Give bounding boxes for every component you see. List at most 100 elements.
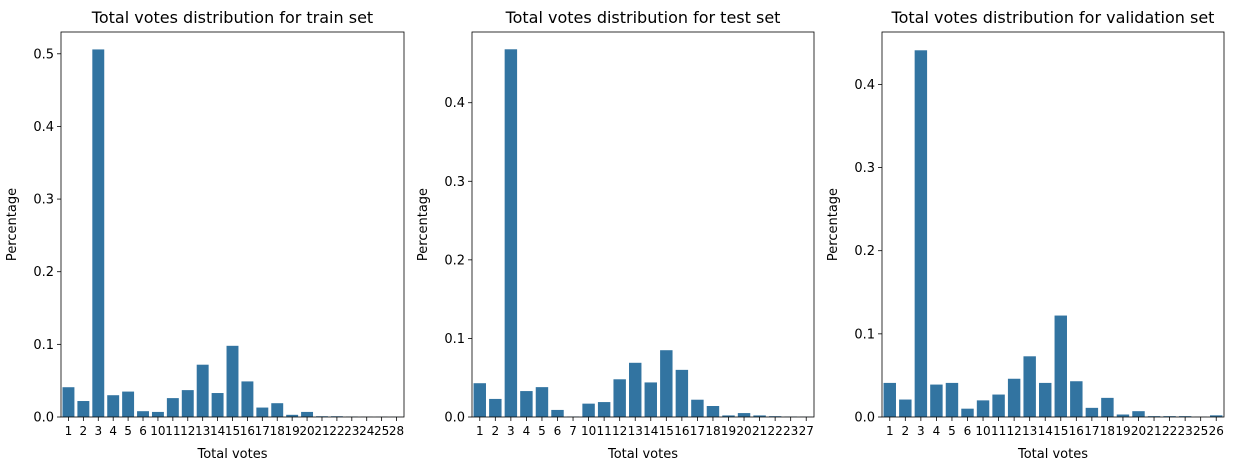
- bar-11: [166, 398, 179, 417]
- bar-10: [151, 411, 164, 417]
- x-tick-label: 17: [255, 424, 270, 438]
- x-tick-label: 15: [225, 424, 240, 438]
- chart-title: Total votes distribution for validation …: [891, 8, 1215, 27]
- x-tick-label: 5: [538, 424, 546, 438]
- bar-6: [137, 411, 149, 417]
- bar-3: [504, 49, 518, 417]
- x-tick-label: 3: [917, 424, 925, 438]
- y-tick-label: 0.0: [33, 411, 54, 426]
- y-tick-label: 0.1: [854, 327, 875, 342]
- x-tick-label: 21: [314, 424, 329, 438]
- bar-26: [1210, 415, 1223, 417]
- bar-21: [753, 415, 766, 417]
- x-tick-label: 18: [705, 424, 720, 438]
- bar-12: [613, 379, 626, 417]
- y-tick-label: 0.2: [33, 265, 54, 280]
- x-tick-label: 1: [65, 424, 73, 438]
- x-tick-label: 1: [476, 424, 484, 438]
- x-tick-label: 19: [285, 424, 300, 438]
- bar-2: [489, 398, 502, 417]
- bar-16: [1070, 381, 1083, 417]
- axes-frame: [881, 31, 1225, 418]
- bar-13: [629, 362, 642, 417]
- x-tick-label: 20: [299, 424, 314, 438]
- x-tick-label: 23: [344, 424, 359, 438]
- x-tick-label: 25: [374, 424, 389, 438]
- bar-16: [675, 369, 689, 417]
- bar-18: [706, 406, 720, 417]
- bar-5: [535, 387, 549, 417]
- bar-18: [1101, 397, 1114, 417]
- x-axis-label: Total votes: [1017, 447, 1088, 462]
- y-tick-label: 0.4: [33, 120, 54, 135]
- chart-panel-1: 0.00.10.20.30.40.51 2 3 4 5 6 10 11 12 13 14 15 16 17…: [5, 8, 405, 462]
- bar-17: [256, 407, 269, 417]
- x-tick-label: 12: [180, 424, 195, 438]
- x-tick-label: 18: [1100, 424, 1115, 438]
- bar-20: [301, 411, 314, 417]
- bar-4: [930, 384, 943, 417]
- y-tick-label: 0.1: [33, 338, 54, 353]
- bar-11: [992, 394, 1005, 417]
- bar-19: [722, 415, 735, 417]
- x-tick-label: 22: [329, 424, 344, 438]
- x-tick-label: 12: [612, 424, 627, 438]
- x-tick-label: 2: [491, 424, 499, 438]
- x-tick-label: 13: [1022, 424, 1037, 438]
- x-tick-label: 12: [1006, 424, 1021, 438]
- x-tick-label: 17: [1084, 424, 1099, 438]
- bar-20: [737, 413, 751, 417]
- y-axis-label: Percentage: [826, 188, 841, 261]
- x-tick-label: 25: [1193, 424, 1208, 438]
- bar-21: [1147, 416, 1161, 417]
- x-tick-label: 20: [736, 424, 751, 438]
- bar-1: [62, 387, 75, 417]
- y-tick-label: 0.4: [854, 78, 875, 93]
- x-tick-label: 10: [975, 424, 990, 438]
- bar-3: [92, 49, 105, 418]
- bar-10: [582, 403, 595, 417]
- x-tick-label: 23: [1177, 424, 1192, 438]
- x-tick-label: 3: [507, 424, 515, 438]
- x-tick-label: 6: [964, 424, 972, 438]
- bar-1: [883, 382, 896, 417]
- x-tick-label: 13: [628, 424, 643, 438]
- y-axis-label: Percentage: [416, 188, 431, 261]
- x-tick-label: 28: [389, 424, 404, 438]
- x-tick-label: 27: [799, 424, 814, 438]
- x-tick-label: 26: [1209, 424, 1224, 438]
- y-tick-label: 0.3: [444, 175, 465, 190]
- x-tick-label: 17: [690, 424, 705, 438]
- x-tick-label: 15: [659, 424, 674, 438]
- x-tick-label: 22: [767, 424, 782, 438]
- chart-title: Total votes distribution for test set: [505, 8, 781, 27]
- bar-12: [1007, 378, 1021, 417]
- x-tick-label: 5: [948, 424, 956, 438]
- chart-title: Total votes distribution for train set: [91, 8, 373, 27]
- bar-18: [271, 403, 284, 417]
- bar-17: [1085, 407, 1099, 417]
- bar-12: [181, 390, 194, 417]
- x-tick-label: 10: [150, 424, 165, 438]
- x-tick-label: 10: [581, 424, 596, 438]
- bar-11: [597, 402, 611, 417]
- x-tick-label: 1: [886, 424, 894, 438]
- x-tick-label: 16: [1069, 424, 1084, 438]
- x-tick-label: 14: [643, 424, 658, 438]
- x-tick-label: 20: [1131, 424, 1146, 438]
- x-tick-label: 3: [94, 424, 102, 438]
- bar-4: [520, 391, 533, 417]
- x-tick-label: 4: [933, 424, 941, 438]
- y-tick-label: 0.1: [444, 332, 465, 347]
- x-tick-label: 2: [901, 424, 909, 438]
- bar-22: [1163, 416, 1176, 417]
- x-axis-label: Total votes: [607, 447, 678, 462]
- bar-14: [1039, 382, 1052, 417]
- x-tick-label: 4: [523, 424, 531, 438]
- y-tick-label: 0.2: [444, 253, 465, 268]
- bar-14: [211, 393, 224, 417]
- bar-13: [196, 364, 209, 417]
- x-tick-label: 22: [1162, 424, 1177, 438]
- y-tick-label: 0.0: [444, 411, 465, 426]
- bar-5: [945, 382, 959, 417]
